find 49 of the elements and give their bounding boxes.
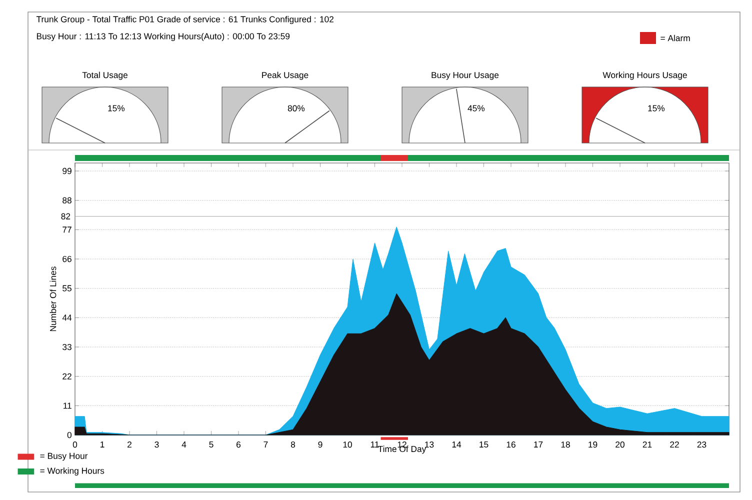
x-tick-label: 8 [290, 441, 296, 448]
text: Trunk Group - Total Traffic P01 Grade of service : 61 Trunks Configured : 102 [36, 16, 334, 24]
data-label: 45% [468, 105, 485, 112]
x-tick-label: 22 [670, 441, 679, 448]
x-tick-label: 19 [588, 441, 598, 448]
x-tick-label: 11 [370, 441, 379, 448]
x-tick-label: 17 [534, 441, 543, 448]
legend-label: = Busy Hour [40, 452, 88, 461]
x-tick-label: 12 [398, 441, 406, 448]
data-label: 15% [648, 105, 665, 112]
text: Working Hours Usage [602, 72, 687, 80]
x-tick-label: 23 [697, 441, 706, 448]
x-tick-label: 9 [318, 441, 322, 448]
y-tick-label: 55 [62, 285, 72, 292]
x-tick-label: 16 [506, 441, 516, 448]
x-tick-label: 1 [100, 441, 104, 448]
text: Total Usage [82, 72, 128, 80]
x-tick-label: 14 [452, 441, 462, 448]
x-tick-label: 2 [128, 441, 132, 448]
y-tick-label: 22 [62, 373, 72, 380]
x-tick-label: 7 [264, 441, 268, 448]
legend-label: = Alarm [660, 34, 690, 42]
x-tick-label: 4 [182, 441, 186, 448]
x-tick-label: 5 [209, 441, 214, 448]
x-tick-label: 0 [72, 441, 78, 448]
ref-line-label: 82 [61, 213, 70, 220]
text: Busy Hour : 11:13 To 12:13 Working Hours(Auto) : 00:00 To 23:59 [36, 32, 290, 42]
x-tick-label: 6 [236, 441, 241, 448]
y-axis-title: Number Of Lines [50, 266, 56, 332]
y-tick-label: 33 [62, 344, 72, 350]
x-tick-label: 20 [616, 441, 624, 448]
x-tick-label: 3 [154, 441, 159, 448]
y-tick-label: 99 [62, 168, 72, 174]
y-tick-label: 0 [67, 432, 72, 438]
x-tick-label: 13 [425, 441, 434, 448]
y-tick-label: 66 [62, 256, 72, 262]
y-tick-label: 44 [62, 314, 72, 321]
x-tick-label: 18 [561, 441, 570, 448]
x-tick-label: 21 [642, 441, 652, 448]
y-tick-label: 77 [62, 226, 72, 233]
text: Busy Hour Usage [432, 72, 499, 80]
y-tick-label: 11 [64, 402, 72, 409]
data-label: 15% [108, 105, 125, 112]
text: Peak Usage [262, 72, 308, 80]
legend-label: = Working Hours [40, 467, 104, 476]
data-label: 80% [288, 105, 305, 112]
x-tick-label: 10 [343, 441, 352, 448]
y-tick-label: 88 [62, 197, 72, 204]
x-tick-label: 15 [480, 441, 488, 448]
